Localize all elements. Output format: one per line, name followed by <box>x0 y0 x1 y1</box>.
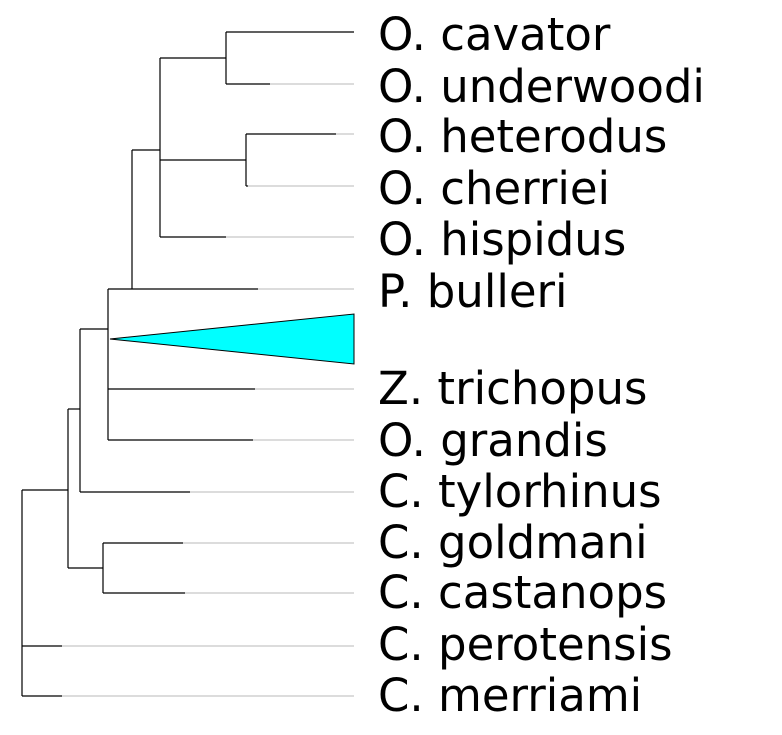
collapsed-clade-triangle <box>109 313 355 365</box>
taxon-label-cherriei: O. cherriei <box>378 162 610 215</box>
taxon-label-merriami: C. merriami <box>378 669 642 722</box>
taxon-label-hispidus: O. hispidus <box>378 213 626 266</box>
taxon-label-cavator: O. cavator <box>378 8 611 61</box>
taxon-label-heterodus: O. heterodus <box>378 110 667 163</box>
taxon-label-castanops: C. castanops <box>378 566 667 619</box>
taxon-label-perotensis: C. perotensis <box>378 618 673 671</box>
taxon-label-grandis: O. grandis <box>378 414 608 467</box>
taxon-label-trichopus: Z. trichopus <box>378 362 647 415</box>
taxon-label-goldmani: C. goldmani <box>378 516 648 569</box>
taxon-label-tylorhinus: C. tylorhinus <box>378 465 662 518</box>
taxon-label-bulleri: P. bulleri <box>378 265 568 318</box>
taxon-label-underwoodi: O. underwoodi <box>378 60 705 113</box>
